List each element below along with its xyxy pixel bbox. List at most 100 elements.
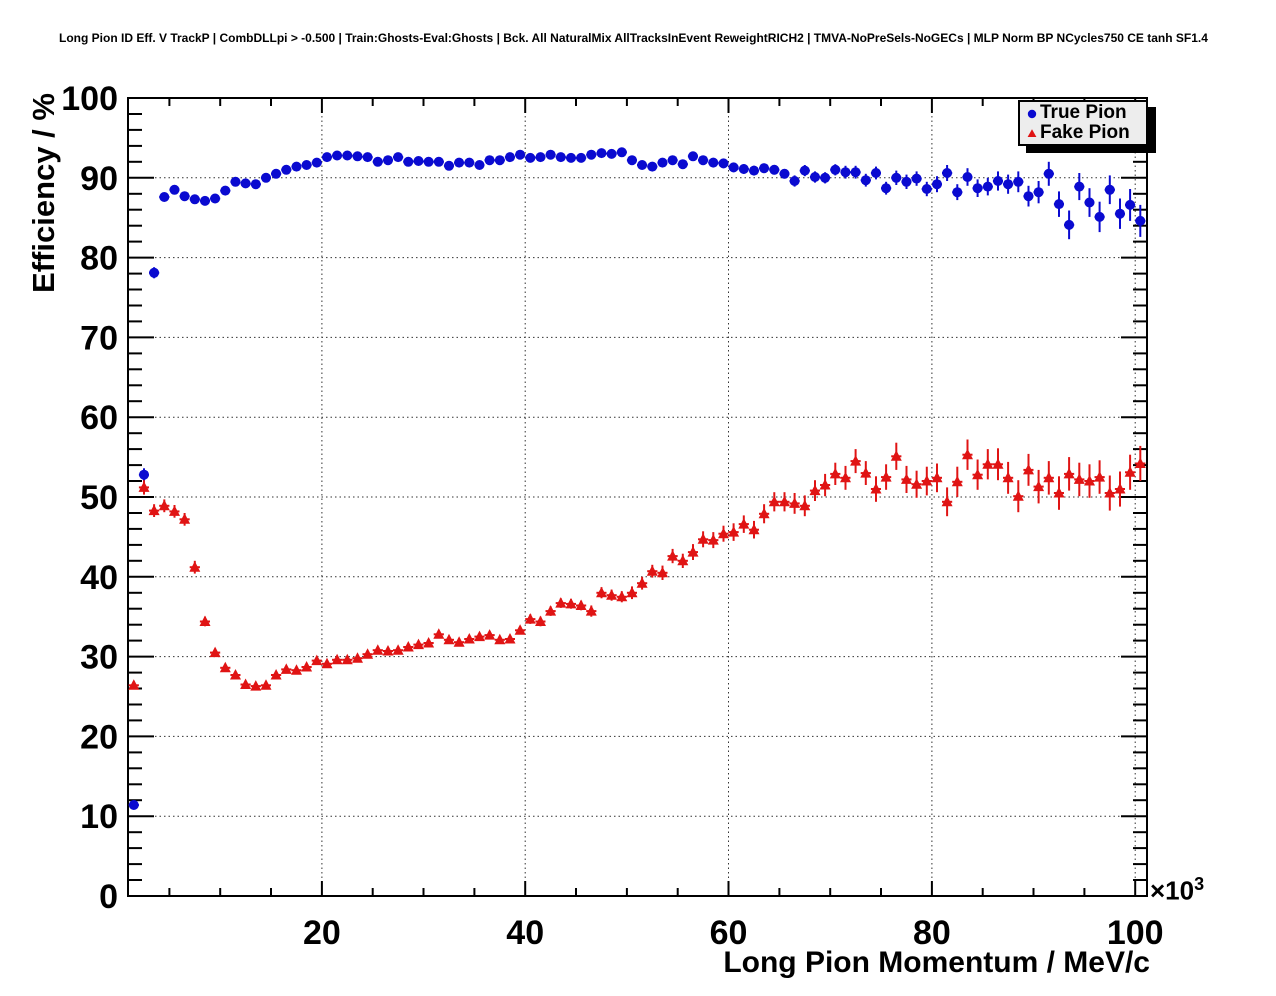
x-tick-label: 40 [506, 914, 544, 952]
data-point-triangle [819, 479, 831, 490]
legend-label: Fake Pion [1040, 122, 1130, 143]
data-point-circle [139, 469, 149, 480]
data-point-circle [1023, 191, 1034, 202]
data-point-circle [718, 158, 729, 169]
data-point-triangle [616, 590, 628, 602]
data-point-circle [271, 168, 282, 179]
data-point-triangle [189, 561, 201, 572]
data-point-circle [596, 148, 607, 159]
x-axis-scale-exponent: ×103 [1150, 874, 1204, 907]
data-point-circle [128, 800, 139, 810]
data-point-circle [667, 155, 678, 166]
data-point-circle [881, 183, 892, 194]
data-point-triangle [585, 605, 597, 616]
data-point-triangle [1012, 490, 1024, 501]
data-point-triangle [169, 505, 180, 516]
data-point-triangle [1104, 487, 1116, 498]
data-point-triangle [555, 597, 567, 608]
data-point-circle [840, 167, 851, 178]
data-point-triangle [890, 450, 902, 461]
data-point-circle [189, 194, 200, 205]
data-point-triangle [565, 597, 577, 609]
data-point-circle [1043, 168, 1054, 179]
data-point-circle [779, 168, 790, 179]
data-point-circle [159, 192, 170, 202]
data-point-circle [616, 147, 627, 158]
data-point-circle [413, 156, 424, 166]
data-point-circle [647, 161, 658, 172]
data-point-circle [901, 176, 912, 187]
data-point-circle [494, 155, 505, 166]
data-point-triangle [535, 615, 546, 626]
data-point-triangle [199, 615, 211, 626]
x-tick-label: 100 [1107, 914, 1164, 952]
data-point-circle [728, 162, 739, 173]
data-point-circle [555, 152, 566, 163]
data-point-circle [505, 152, 515, 163]
data-point-triangle [260, 679, 272, 690]
data-point-circle [464, 157, 475, 168]
data-point-triangle [626, 586, 638, 598]
y-tick-label: 0 [99, 878, 118, 916]
data-point-triangle [748, 523, 760, 535]
data-point-triangle [352, 652, 363, 663]
data-point-circle [261, 172, 271, 183]
data-point-triangle [575, 599, 587, 610]
data-point-triangle [372, 644, 384, 655]
data-point-triangle [270, 669, 282, 680]
data-point-triangle [138, 481, 150, 492]
data-point-triangle [1114, 483, 1126, 494]
y-tick-label: 90 [80, 160, 118, 198]
data-point-circle [982, 181, 993, 192]
data-point-triangle [209, 646, 221, 658]
data-point-circle [1125, 199, 1136, 210]
data-point-circle [799, 165, 810, 176]
data-point-triangle [1134, 457, 1146, 468]
data-point-triangle [840, 471, 851, 483]
data-point-triangle [1094, 471, 1106, 482]
x-scale-exp: 3 [1194, 874, 1205, 894]
data-point-circle [301, 160, 312, 170]
y-tick-label: 100 [61, 80, 118, 118]
legend-label: True Pion [1040, 102, 1127, 123]
data-point-triangle [931, 471, 943, 483]
data-point-triangle [341, 653, 353, 665]
data-point-triangle [423, 637, 435, 648]
data-point-triangle [799, 499, 811, 511]
data-point-triangle [1002, 471, 1014, 483]
data-point-triangle [697, 533, 709, 544]
data-point-circle [871, 168, 881, 178]
data-point-triangle [636, 577, 648, 588]
data-point-triangle [911, 478, 923, 489]
data-point-circle [993, 176, 1003, 186]
data-point-triangle [667, 550, 679, 561]
data-point-triangle [443, 633, 455, 645]
data-point-triangle [240, 678, 252, 689]
legend-triangle-marker-icon [1024, 125, 1040, 141]
data-point-circle [403, 156, 414, 167]
data-point-triangle [728, 526, 740, 537]
y-tick-label: 60 [80, 399, 118, 437]
data-point-triangle [738, 518, 750, 529]
data-point-circle [1013, 176, 1024, 187]
data-point-circle [200, 195, 210, 206]
data-point-triangle [1073, 473, 1085, 484]
data-point-triangle [148, 504, 160, 516]
data-point-triangle [463, 633, 475, 644]
data-point-triangle [880, 471, 892, 482]
data-point-circle [657, 157, 668, 168]
data-point-circle [637, 160, 648, 170]
data-point-circle [1054, 199, 1064, 210]
data-point-triangle [1124, 466, 1136, 477]
data-point-triangle [179, 513, 191, 524]
plot-title: Long Pion ID Eff. V TrackP | CombDLLpi >… [59, 31, 1208, 45]
data-point-triangle [829, 467, 841, 479]
data-point-circle [525, 152, 536, 163]
data-point-circle [932, 179, 942, 190]
y-tick-label: 30 [80, 639, 118, 677]
data-point-triangle [982, 458, 994, 469]
data-point-triangle [291, 664, 302, 675]
data-point-circle [1115, 208, 1125, 219]
